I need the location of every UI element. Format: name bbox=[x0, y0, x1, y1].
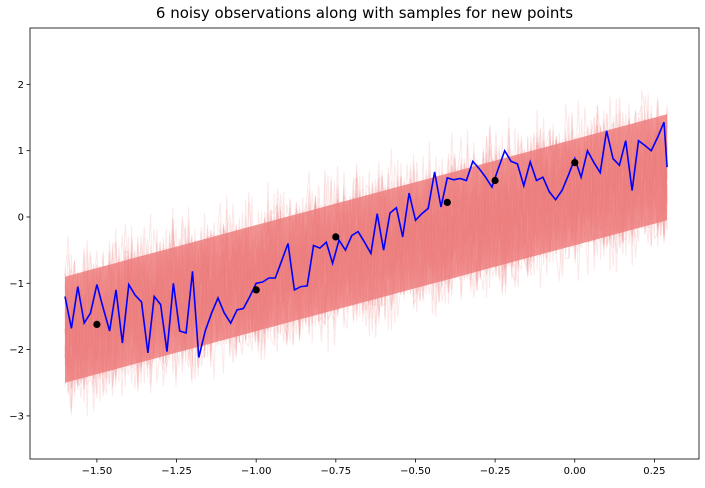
axes-frame bbox=[29, 27, 700, 460]
sample-path bbox=[64, 98, 668, 368]
sample-path bbox=[64, 99, 668, 412]
x-tick-label: −1.50 bbox=[82, 466, 113, 477]
sample-path bbox=[64, 126, 668, 368]
sample-path bbox=[64, 118, 668, 394]
y-tick-label: −1 bbox=[9, 279, 24, 290]
sample-path bbox=[64, 102, 668, 373]
sample-path bbox=[64, 116, 668, 372]
y-tick-label: −2 bbox=[9, 345, 24, 356]
observation-point bbox=[332, 233, 340, 241]
sample-path bbox=[64, 122, 668, 380]
sample-path bbox=[64, 100, 668, 373]
sample-path bbox=[64, 90, 668, 390]
sample-path bbox=[64, 107, 668, 360]
y-tick-label: 1 bbox=[18, 146, 24, 157]
sample-path bbox=[64, 133, 668, 385]
sample-path bbox=[64, 97, 668, 378]
series-line-sample bbox=[64, 121, 668, 358]
sample-path bbox=[64, 117, 668, 372]
observations-layer bbox=[93, 159, 579, 328]
sample-path bbox=[64, 93, 668, 383]
sample-path bbox=[64, 113, 668, 389]
sample-path bbox=[64, 128, 668, 392]
axes: −1.50 −1.25 −1.00 −0.75 −0.50 −0.25 0.00 0.25 −3… bbox=[9, 27, 700, 477]
sample-path bbox=[64, 109, 668, 384]
samples-band-core bbox=[65, 114, 668, 383]
x-tick-label: 0.25 bbox=[643, 466, 665, 477]
sample-path bbox=[64, 125, 668, 379]
sample-path bbox=[64, 96, 668, 368]
sample-path bbox=[64, 113, 668, 374]
sample-path bbox=[64, 122, 668, 397]
x-tick-label: −0.75 bbox=[321, 466, 352, 477]
sample-path bbox=[64, 116, 668, 385]
sample-path bbox=[64, 117, 668, 370]
sample-path bbox=[64, 121, 668, 384]
sample-path bbox=[64, 122, 668, 387]
sample-path bbox=[64, 110, 668, 356]
sample-line-layer bbox=[64, 121, 668, 358]
x-tick-label: 0.00 bbox=[564, 466, 586, 477]
sample-path bbox=[64, 131, 668, 382]
observation-point bbox=[443, 198, 451, 206]
x-tick-label: −0.50 bbox=[400, 466, 431, 477]
sample-path bbox=[64, 129, 668, 371]
sample-path bbox=[64, 104, 668, 403]
sample-path bbox=[64, 110, 668, 374]
y-tick-label: −3 bbox=[9, 411, 24, 422]
sample-path bbox=[64, 113, 668, 393]
sample-path bbox=[64, 122, 668, 386]
sample-path bbox=[64, 113, 668, 379]
samples-layer bbox=[64, 90, 668, 417]
x-tick-label: −1.25 bbox=[161, 466, 192, 477]
sample-path bbox=[64, 113, 668, 383]
sample-path bbox=[64, 136, 668, 387]
observation-point bbox=[93, 320, 101, 328]
sample-path bbox=[64, 111, 668, 389]
sample-path bbox=[64, 119, 668, 377]
sample-path bbox=[64, 127, 668, 385]
y-tick-label: 0 bbox=[18, 212, 24, 223]
observation-point bbox=[491, 176, 499, 185]
sample-path bbox=[64, 95, 668, 385]
sample-path bbox=[64, 129, 668, 383]
observation-point bbox=[252, 286, 260, 294]
sample-path bbox=[64, 109, 668, 380]
sample-path bbox=[64, 121, 668, 384]
sample-path bbox=[64, 104, 668, 372]
x-tick-label: −1.00 bbox=[241, 466, 272, 477]
x-tick-label: −0.25 bbox=[480, 466, 511, 477]
sample-path bbox=[64, 105, 668, 385]
sample-path bbox=[64, 126, 668, 412]
sample-path bbox=[64, 128, 668, 377]
y-tick-label: 2 bbox=[18, 80, 24, 91]
sample-path bbox=[64, 105, 668, 398]
sample-path bbox=[64, 118, 668, 395]
observation-point bbox=[571, 159, 579, 167]
chart-title: 6 noisy observations along with samples … bbox=[155, 4, 574, 22]
sample-path bbox=[64, 119, 668, 395]
sample-path bbox=[64, 96, 668, 386]
sample-path bbox=[64, 127, 668, 416]
